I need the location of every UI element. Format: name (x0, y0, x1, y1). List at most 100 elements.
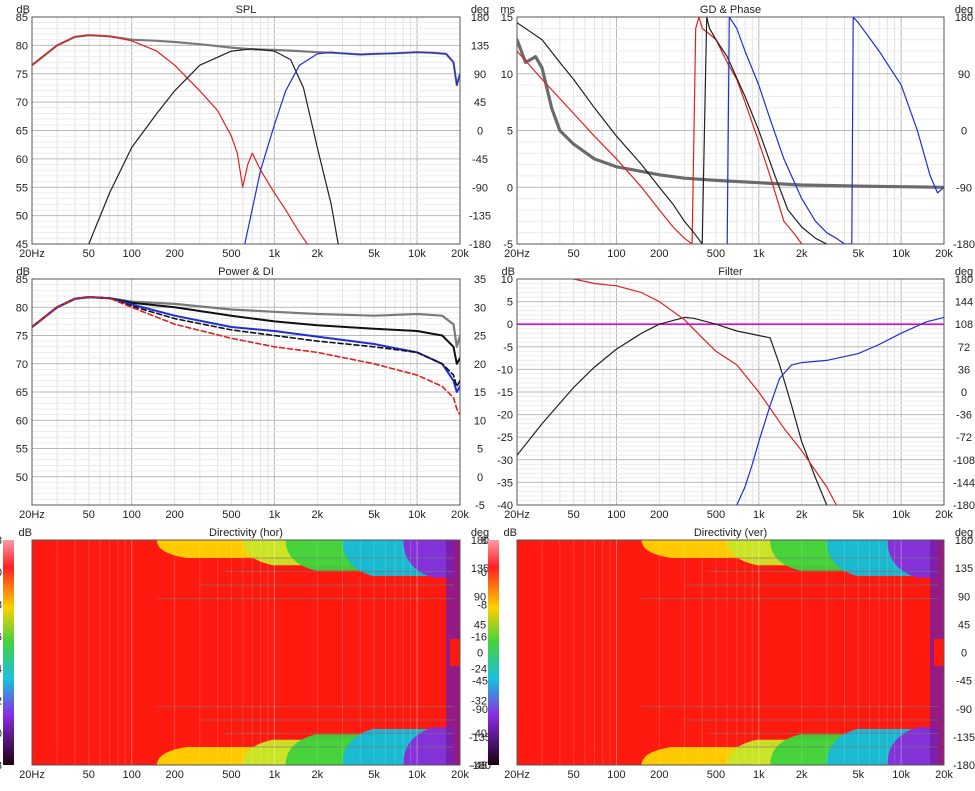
y2-tick-label: 20 (474, 359, 486, 371)
y2-tick-label: -45 (472, 154, 488, 166)
y-tick-label: 75 (16, 69, 28, 81)
x-tick-label: 2k (312, 248, 324, 260)
plot-frame (516, 16, 945, 245)
y-tick-label: 0 (507, 182, 513, 194)
series-line-3 (517, 17, 828, 244)
y2-tick-label: 0 (477, 126, 483, 138)
y-tick-label: -10 (497, 364, 513, 376)
y-axis-unit: dB (504, 527, 517, 539)
y2-tick-label: -90 (956, 182, 972, 194)
plot-frame (31, 16, 461, 245)
heat-core (32, 614, 454, 691)
x-tick-label: 10k (892, 248, 910, 260)
y-tick-label: 55 (16, 182, 28, 194)
x-tick-label: 2k (312, 509, 324, 521)
y-tick-label: 80 (16, 40, 28, 52)
x-tick-label: 5k (368, 248, 380, 260)
series-group (32, 34, 460, 244)
colorbar (488, 540, 499, 765)
x-tick-label: 10k (408, 769, 426, 781)
y2-tick-label: -108 (953, 455, 975, 467)
series-line-2 (517, 316, 828, 505)
colorbar (3, 540, 14, 765)
panel-2: GD & Phase ms deg -5 0 5 10 15 180 90 0 -90 -180 20Hz… (500, 4, 975, 260)
y-tick-label: 80 (16, 302, 28, 314)
series-line-4 (726, 17, 944, 244)
y2-tick-label: -45 (472, 676, 488, 688)
chart-title: SPL (236, 4, 257, 16)
x-tick-label: 100 (607, 248, 625, 260)
x-tick-label: 200 (165, 248, 183, 260)
x-tick-label: 100 (123, 248, 141, 260)
panel-6: Directivity (ver)dB deg8-0-8-16-24-32-40-… (471, 527, 975, 781)
y2-tick-label: 90 (958, 69, 970, 81)
x-tick-label: 100 (607, 769, 625, 781)
x-tick-label: 200 (650, 248, 668, 260)
y2-tick-label: 25 (474, 331, 486, 343)
y2-tick-label: 10 (474, 415, 486, 427)
y2-tick-label: 0 (477, 648, 483, 660)
x-tick-label: 1k (269, 769, 281, 781)
y-tick-label: 50 (16, 211, 28, 223)
x-tick-label: 5k (852, 769, 864, 781)
y-axis-unit: dB (502, 266, 515, 278)
series-line-3 (88, 48, 339, 244)
colorbar-tick-label: -40 (471, 728, 487, 740)
colorbar-tick-label: -16 (0, 631, 2, 643)
chart-title: Directivity (ver) (694, 527, 767, 539)
x-tick-label: 1k (753, 248, 765, 260)
x-tick-label: 20Hz (19, 769, 45, 781)
plot-frame (31, 539, 461, 766)
y2-tick-label: 90 (958, 591, 970, 603)
y2-tick-label: -180 (469, 239, 491, 251)
y-tick-label: 75 (16, 331, 28, 343)
series-group (517, 17, 944, 244)
series-group (517, 279, 944, 505)
panel-4: Filter dB deg -40 -35 -30 -25 -20 -15 -10 -5 0 5 10 18… (497, 266, 975, 521)
y2-tick-label: -135 (469, 211, 491, 223)
y2-tick-label: 90 (474, 591, 486, 603)
y2-tick-label: 180 (955, 535, 973, 547)
colorbar-tick-label: -32 (0, 696, 2, 708)
y-tick-label: 70 (16, 359, 28, 371)
y-tick-label: 0 (507, 319, 513, 331)
y-axis-unit: dB (17, 4, 30, 16)
x-tick-label: 2k (796, 509, 808, 521)
x-tick-label: 20k (451, 248, 469, 260)
y2-tick-label: 108 (955, 319, 973, 331)
x-tick-label: 100 (607, 509, 625, 521)
y2-tick-label: -90 (956, 704, 972, 716)
series-line-2 (32, 34, 308, 244)
x-tick-label: 5k (852, 248, 864, 260)
plot-frame (516, 539, 945, 766)
x-tick-label: 50 (83, 509, 95, 521)
panel-5: Directivity (hor)dBdeg8-0-8-16-24-32-40-… (0, 527, 491, 781)
heat-edge-core (934, 639, 944, 666)
y-axis-unit: ms (500, 4, 515, 16)
y2-tick-label: 72 (958, 342, 970, 354)
y-tick-label: 85 (16, 274, 28, 286)
y-tick-label: 60 (16, 154, 28, 166)
series-line-5 (32, 296, 460, 416)
colorbar-tick-label: 8 (0, 535, 2, 547)
y2-tick-label: -135 (469, 732, 491, 744)
x-tick-label: 2k (796, 248, 808, 260)
heat-band (887, 540, 938, 578)
y-tick-label: 10 (501, 69, 513, 81)
y2-tick-label: -180 (953, 500, 975, 512)
y2-tick-label: 30 (474, 302, 486, 314)
y2-tick-label: -135 (953, 732, 975, 744)
y2-tick-label: 15 (474, 387, 486, 399)
panel-1: SPL dB deg 45 50 55 60 65 70 75 80 85 180 135 90 45 0 -45… (16, 4, 491, 260)
x-tick-label: 2k (312, 769, 324, 781)
x-tick-label: 20k (935, 509, 953, 521)
x-tick-label: 5k (368, 509, 380, 521)
x-tick-label: 1k (269, 509, 281, 521)
x-tick-label: 200 (165, 509, 183, 521)
y2-axis-unit: deg (955, 527, 973, 539)
y2-tick-label: 0 (961, 387, 967, 399)
x-tick-label: 500 (222, 248, 240, 260)
heat-band (403, 540, 454, 578)
y2-tick-label: 144 (955, 297, 973, 309)
y2-tick-label: 45 (958, 619, 970, 631)
